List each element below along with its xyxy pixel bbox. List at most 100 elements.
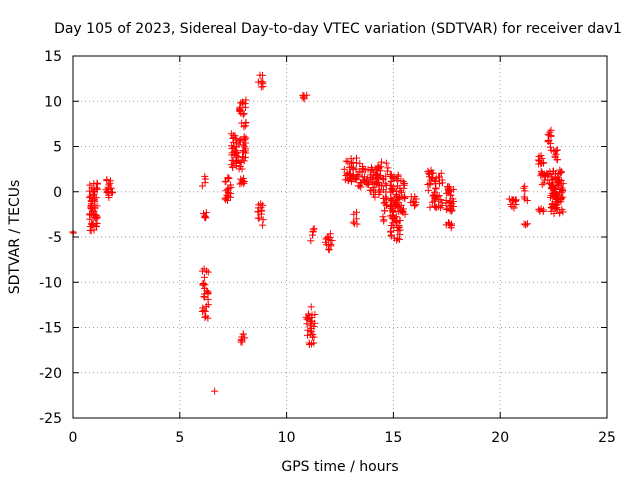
data-point [92, 211, 100, 219]
data-point [437, 169, 445, 177]
y-axis-label: SDTVAR / TECUs [7, 180, 23, 295]
data-point [347, 155, 355, 163]
data-point [90, 207, 98, 215]
data-point [353, 208, 361, 216]
data-point [379, 213, 387, 221]
data-point [106, 177, 114, 185]
data-point [242, 96, 250, 104]
data-point [548, 173, 556, 181]
data-point [552, 175, 560, 183]
data-point [399, 193, 407, 201]
data-point [410, 201, 418, 209]
data-point [375, 188, 383, 196]
data-point [432, 184, 440, 192]
data-point [395, 235, 403, 243]
data-point [222, 194, 230, 202]
data-point [348, 178, 356, 186]
data-point [556, 208, 564, 216]
data-point [239, 330, 247, 338]
data-point [342, 172, 350, 180]
data-point [239, 154, 247, 162]
data-point [541, 176, 549, 184]
data-point [307, 340, 315, 348]
data-point [435, 192, 443, 200]
data-point [104, 184, 112, 192]
data-point [450, 185, 458, 193]
data-point [442, 199, 450, 207]
data-point [353, 220, 361, 228]
y-tick-label: -25 [39, 411, 62, 427]
data-point [367, 166, 375, 174]
data-point [201, 172, 209, 180]
data-point [444, 185, 452, 193]
data-point [236, 136, 244, 144]
data-point [89, 220, 97, 228]
data-point [299, 91, 307, 99]
data-point [341, 176, 349, 184]
data-point [230, 144, 238, 152]
data-point [390, 223, 398, 231]
data-point [444, 183, 452, 191]
data-point [86, 192, 94, 200]
data-point [375, 178, 383, 186]
data-point [392, 190, 400, 198]
data-point [432, 178, 440, 186]
plot-frame [72, 55, 608, 419]
data-point [535, 152, 543, 160]
x-tick-label: 20 [491, 430, 509, 446]
y-tick-label: 10 [44, 94, 62, 110]
data-point [307, 303, 315, 311]
data-point [89, 197, 97, 205]
data-point [202, 214, 210, 222]
data-point [554, 181, 562, 189]
data-point [259, 216, 267, 224]
data-point [424, 167, 432, 175]
data-point [342, 157, 350, 165]
data-point [374, 162, 382, 170]
data-point [322, 238, 330, 246]
y-tick-label: -20 [39, 366, 62, 382]
data-point [358, 173, 366, 181]
data-point [381, 207, 389, 215]
data-point [380, 216, 388, 224]
data-point [89, 221, 97, 229]
data-point [352, 215, 360, 223]
axis-ticks: 0 5 10 15 20 25 -25 -20 -15 -10 -5 0 5 10 15 [39, 49, 616, 446]
data-point [105, 194, 113, 202]
data-point [389, 183, 397, 191]
data-point [400, 181, 408, 189]
data-point [377, 163, 385, 171]
data-point [391, 193, 399, 201]
data-point [326, 233, 334, 241]
data-point [347, 171, 355, 179]
data-point [85, 194, 93, 202]
data-point [237, 175, 245, 183]
data-point [429, 169, 437, 177]
data-point [300, 95, 308, 103]
data-point [308, 328, 316, 336]
data-point [399, 205, 407, 213]
data-point [227, 183, 235, 191]
data-point [90, 190, 98, 198]
data-point [431, 177, 439, 185]
x-axis-label: GPS time / hours [281, 459, 398, 475]
data-point [387, 232, 395, 240]
data-point [228, 144, 236, 152]
data-point [340, 165, 348, 173]
data-point [354, 172, 362, 180]
data-point [327, 242, 335, 250]
data-point [411, 193, 419, 201]
y-tick-label: 15 [44, 49, 62, 65]
data-point [435, 180, 443, 188]
data-point [254, 208, 262, 216]
data-point [200, 293, 208, 301]
data-point [521, 195, 529, 203]
data-point [236, 138, 244, 146]
data-point [520, 184, 528, 192]
data-point [396, 216, 404, 224]
data-point [377, 158, 385, 166]
data-point [386, 188, 394, 196]
data-point [553, 155, 561, 163]
data-point [394, 227, 402, 235]
